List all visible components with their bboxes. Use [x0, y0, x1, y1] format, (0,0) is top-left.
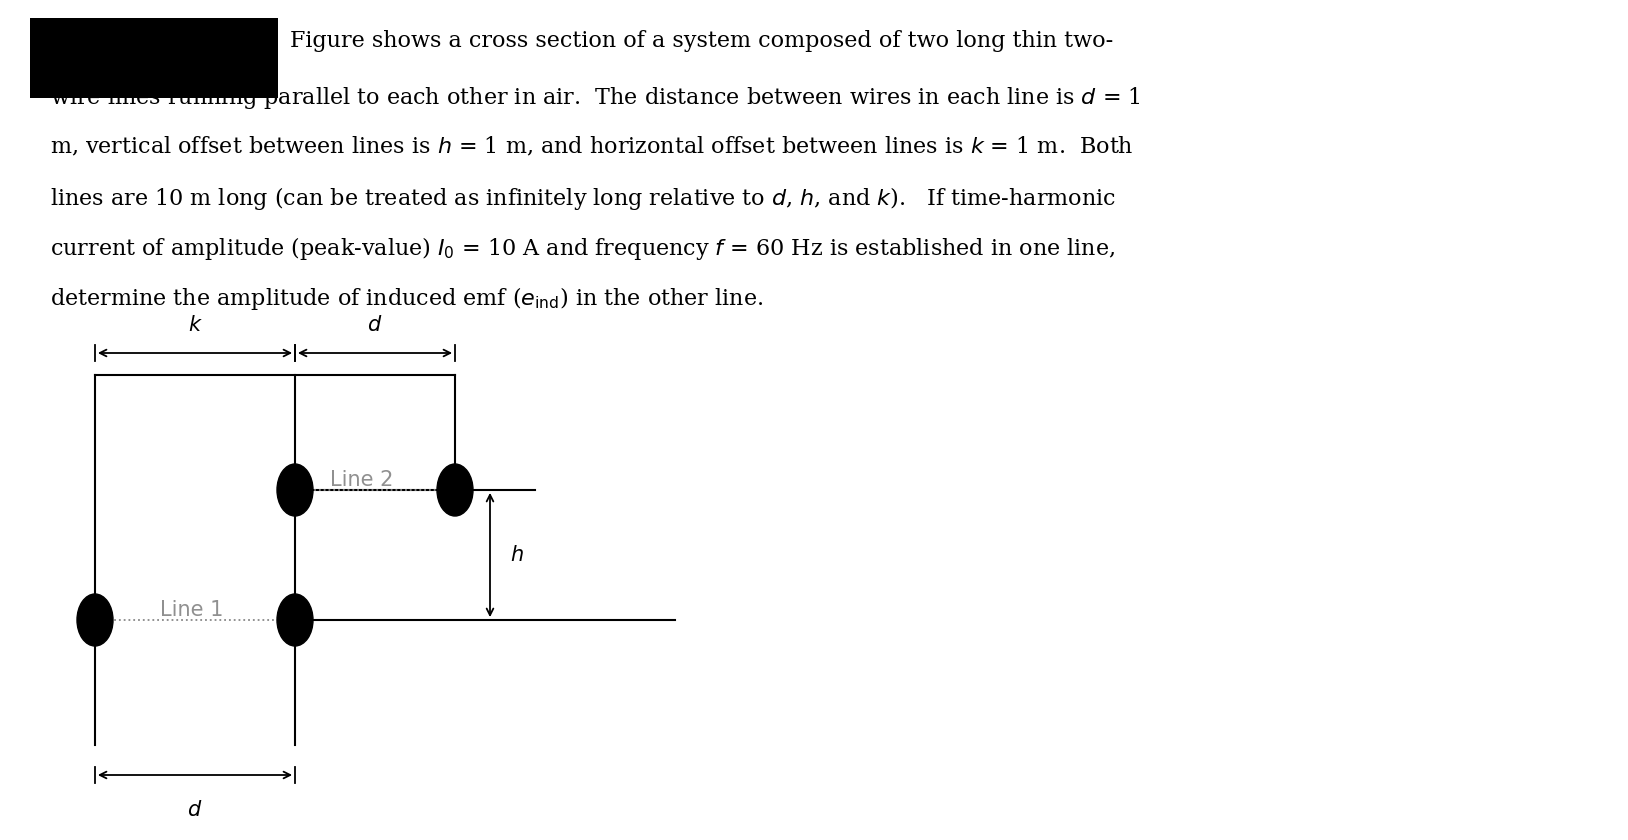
Text: $d$: $d$ [187, 800, 202, 820]
Ellipse shape [436, 464, 474, 516]
Ellipse shape [77, 594, 112, 646]
Bar [29, 18, 278, 98]
Text: determine the amplitude of induced emf ($e_\mathrm{ind}$) in the other line.: determine the amplitude of induced emf (… [50, 285, 764, 312]
Text: Line 2: Line 2 [330, 470, 394, 490]
Text: $h$: $h$ [510, 545, 524, 565]
Text: m, vertical offset between lines is $h$ = 1 m, and horizontal offset between lin: m, vertical offset between lines is $h$ … [50, 135, 1133, 158]
Text: $k$: $k$ [187, 315, 202, 335]
Text: current of amplitude (peak-value) $I_0$ = 10 A and frequency $f$ = 60 Hz is esta: current of amplitude (peak-value) $I_0$ … [50, 235, 1115, 262]
Text: wire lines running parallel to each other in air.  The distance between wires in: wire lines running parallel to each othe… [50, 85, 1141, 111]
Text: Figure shows a cross section of a system composed of two long thin two-: Figure shows a cross section of a system… [290, 30, 1114, 52]
Ellipse shape [277, 594, 313, 646]
Ellipse shape [277, 464, 313, 516]
Text: lines are 10 m long (can be treated as infinitely long relative to $d$, $h$, and: lines are 10 m long (can be treated as i… [50, 185, 1117, 212]
Text: Line 1: Line 1 [160, 600, 223, 620]
Text: $d$: $d$ [368, 315, 383, 335]
